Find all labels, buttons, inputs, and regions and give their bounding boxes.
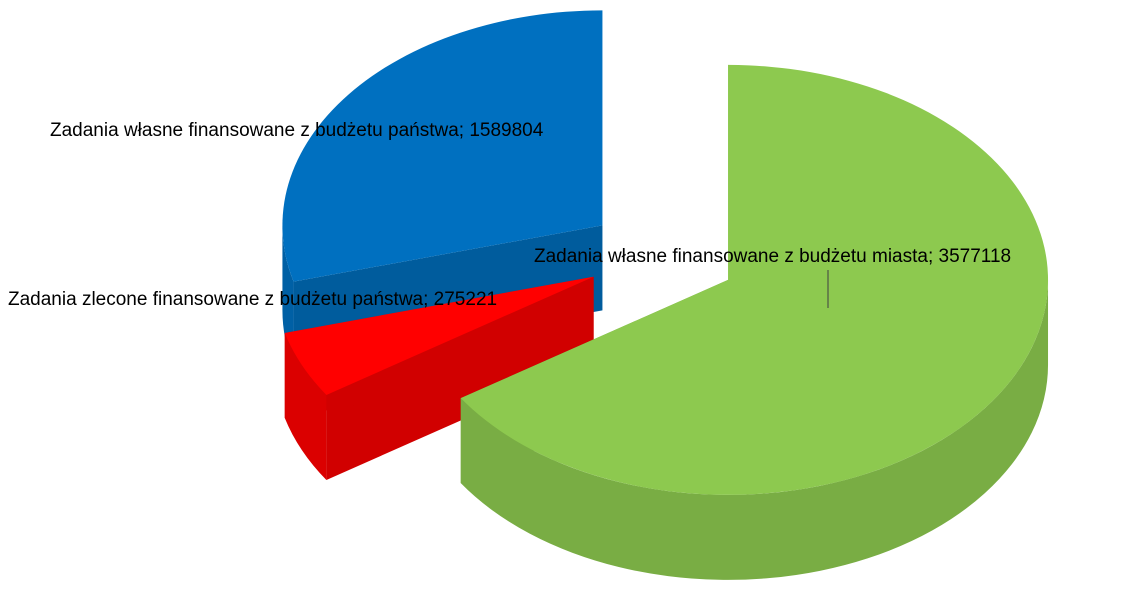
slice-side (460, 279, 1049, 580)
slice-top (284, 276, 594, 395)
slice-cut-face (284, 276, 594, 418)
slice-side (282, 225, 294, 367)
slice-top (282, 10, 603, 282)
slice (284, 276, 594, 480)
data-label: Zadania własne finansowane z budżetu mia… (534, 246, 1011, 267)
slice-side (284, 332, 327, 480)
slice (460, 64, 1049, 580)
data-label: Zadania zlecone finansowane z budżetu pa… (8, 289, 497, 310)
slice-top (460, 64, 1049, 495)
data-label: Zadania własne finansowane z budżetu pań… (50, 120, 544, 141)
